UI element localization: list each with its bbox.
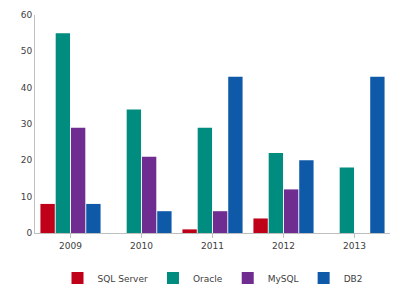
svg-text:2010: 2010 — [130, 241, 153, 251]
svg-text:0: 0 — [26, 228, 32, 238]
svg-text:40: 40 — [21, 83, 33, 93]
svg-text:2012: 2012 — [272, 241, 295, 251]
svg-text:2009: 2009 — [59, 241, 82, 251]
svg-text:Oracle: Oracle — [193, 274, 223, 284]
svg-text:30: 30 — [21, 119, 33, 129]
svg-text:20: 20 — [21, 155, 33, 165]
svg-text:2011: 2011 — [201, 241, 224, 251]
svg-text:MySQL: MySQL — [268, 274, 299, 284]
svg-text:60: 60 — [21, 10, 33, 20]
svg-text:SQL Server: SQL Server — [98, 274, 148, 284]
svg-text:DB2: DB2 — [344, 274, 363, 284]
svg-text:10: 10 — [21, 192, 33, 202]
svg-text:50: 50 — [21, 46, 33, 56]
svg-text:2013: 2013 — [343, 241, 366, 251]
